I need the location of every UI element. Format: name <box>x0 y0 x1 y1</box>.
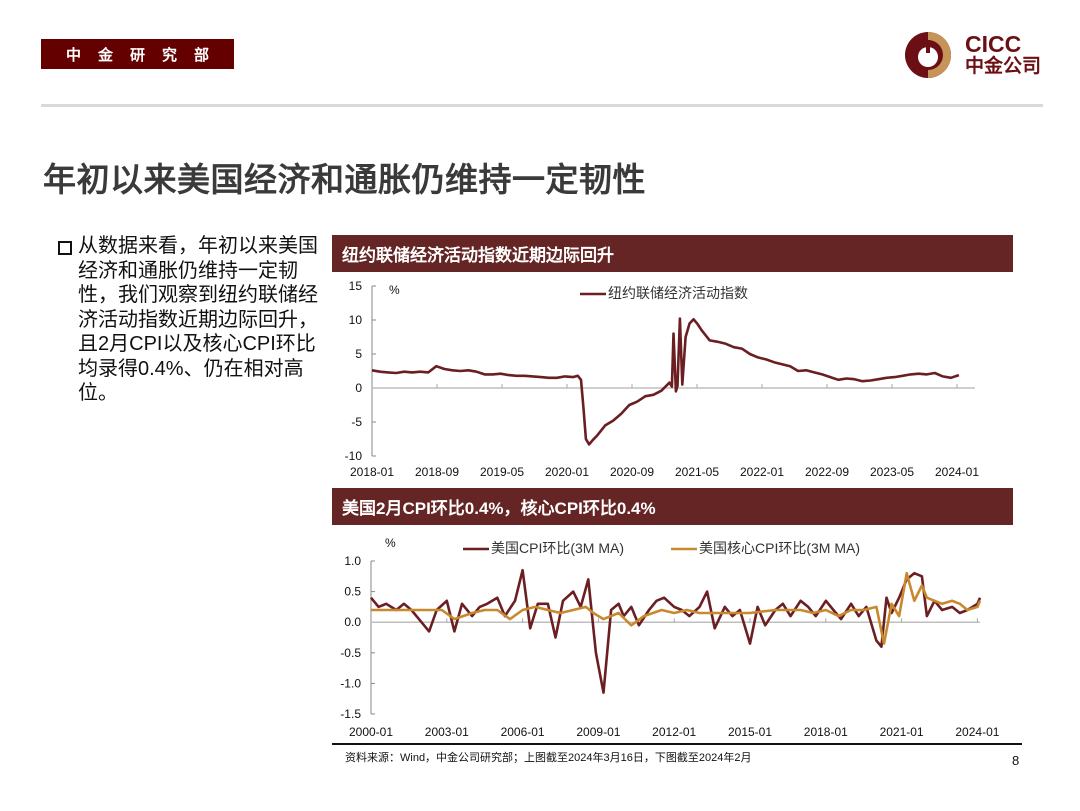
legend-label-0: 美国CPI环比(3M MA) <box>491 540 624 556</box>
chart-1-ny-fed-activity-index: 15 10 5 0 -5 -10 2018-01 2018-09 2019-05 2020-01 2… <box>345 279 980 479</box>
x-tick-label: 2024-01 <box>955 725 999 739</box>
y-tick-label: 0.5 <box>344 585 361 599</box>
x-tick-label: 2018-09 <box>415 465 459 479</box>
y-tick-label: 5 <box>355 347 362 361</box>
y-tick-label: 10 <box>349 313 363 327</box>
x-tick-label: 2023-05 <box>870 465 914 479</box>
series-line-0 <box>371 317 960 446</box>
x-tick-label: 2019-05 <box>480 465 524 479</box>
page-number: 8 <box>1012 753 1020 768</box>
legend-label-0: 纽约联储经济活动指数 <box>608 285 748 301</box>
x-tick-label: 2018-01 <box>804 725 848 739</box>
x-tick-label: 2021-05 <box>675 465 719 479</box>
x-tick-label: 2020-01 <box>545 465 589 479</box>
x-tick-label: 2000-01 <box>349 725 393 739</box>
x-tick-label: 2015-01 <box>728 725 772 739</box>
x-tick-label: 2003-01 <box>425 725 469 739</box>
legend-label-1: 美国核心CPI环比(3M MA) <box>699 540 860 556</box>
source-note: 资料来源：Wind，中金公司研究部；上图截至2024年3月16日，下图截至202… <box>345 752 752 764</box>
department-badge: 中金研究部 <box>41 39 234 69</box>
slide-title: 年初以来美国经济和通胀仍维持一定韧性 <box>43 161 646 198</box>
cicc-logo-icon <box>905 32 951 78</box>
x-tick-label: 2012-01 <box>652 725 696 739</box>
y-tick-label: 0.0 <box>344 615 361 629</box>
series-line-0 <box>369 568 982 694</box>
y-tick-label: -5 <box>351 415 362 429</box>
y-tick-label: -0.5 <box>340 646 361 660</box>
x-tick-label: 2022-01 <box>740 465 784 479</box>
chart-2-cpi-mom: 1.0 0.5 0.0 -0.5 -1.0 -1.5 2000-01 2003-01 2006-… <box>340 536 999 739</box>
bullet-text: 从数据来看，年初以来美国经济和通胀仍维持一定韧性，我们观察到纽约联储经济活动指数… <box>78 235 318 404</box>
y-tick-label: -10 <box>345 449 363 463</box>
y-tick-label: 1.0 <box>344 554 361 568</box>
x-tick-label: 2009-01 <box>576 725 620 739</box>
chart-2-header: 美国2月CPI环比0.4%，核心CPI环比0.4% <box>332 488 1013 525</box>
chart-1-header: 纽约联储经济活动指数近期边际回升 <box>332 235 1013 272</box>
y-tick-label: 15 <box>349 279 363 293</box>
bullet-point: 从数据来看，年初以来美国经济和通胀仍维持一定韧性，我们观察到纽约联储经济活动指数… <box>58 234 320 406</box>
y-tick-label: -1.0 <box>340 676 361 690</box>
y-tick-label: 0 <box>355 381 362 395</box>
x-tick-label: 2021-01 <box>880 725 924 739</box>
x-tick-label: 2006-01 <box>501 725 545 739</box>
series-line-1 <box>371 571 982 645</box>
square-bullet-icon <box>58 241 72 255</box>
cicc-logo: CICC 中金公司 <box>903 30 1053 82</box>
x-tick-label: 2020-09 <box>610 465 654 479</box>
footer-divider <box>332 743 1022 745</box>
logo-text-cn: 中金公司 <box>965 56 1042 77</box>
logo-text-en: CICC <box>965 31 1022 57</box>
x-tick-label: 2018-01 <box>350 465 394 479</box>
unit-label: % <box>389 283 400 297</box>
x-tick-label: 2024-01 <box>935 465 979 479</box>
y-tick-label: -1.5 <box>340 707 361 721</box>
header-divider <box>41 104 1043 107</box>
x-tick-label: 2022-09 <box>805 465 849 479</box>
unit-label: % <box>385 536 396 550</box>
